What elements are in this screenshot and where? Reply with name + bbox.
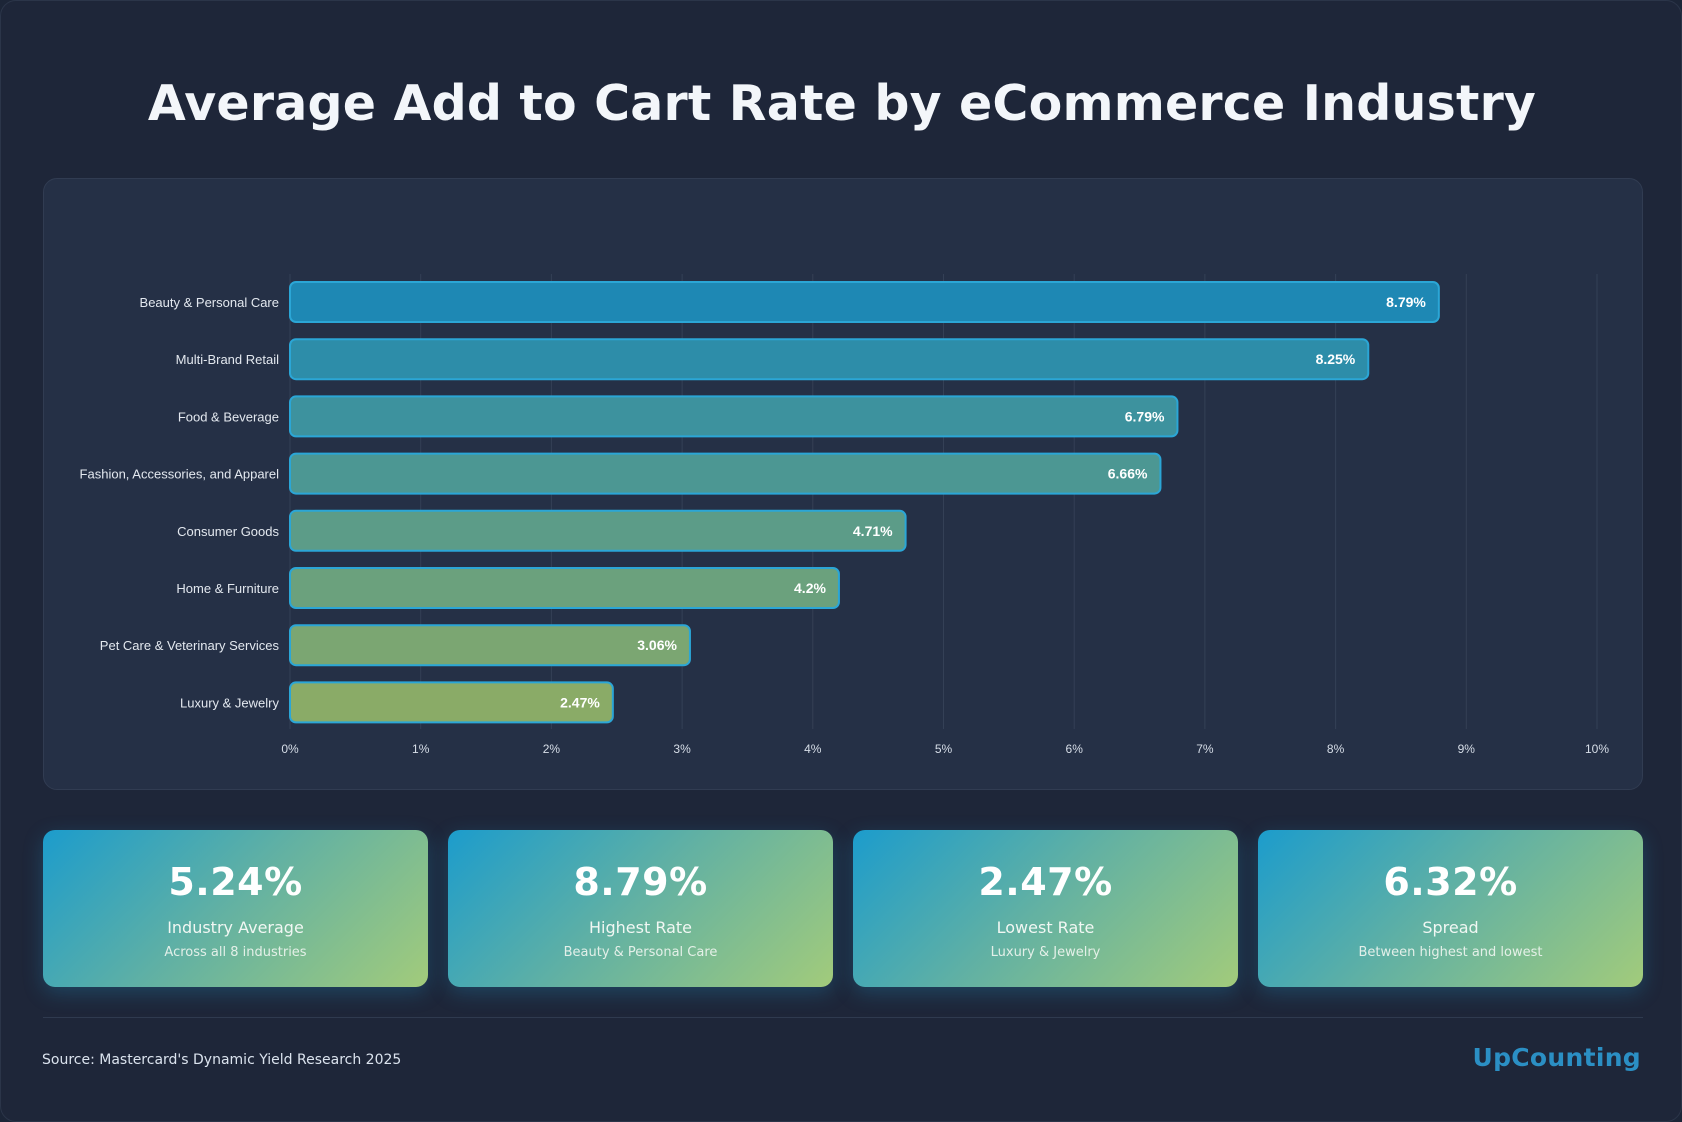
category-label: Food & Beverage [178, 409, 279, 424]
x-tick-label: 1% [412, 742, 430, 756]
stat-subtext: Between highest and lowest [1358, 945, 1543, 960]
x-tick-label: 3% [673, 742, 691, 756]
stat-subtext: Across all 8 industries [164, 945, 307, 960]
bar [289, 338, 1370, 381]
stat-value: 8.79% [573, 860, 708, 904]
stat-value: 5.24% [168, 860, 303, 904]
stat-label: Highest Rate [589, 918, 692, 937]
stat-subtext: Luxury & Jewelry [990, 945, 1101, 960]
chart-card: 8.79% 8.25% 6.79% 6.66% 4.71% 4.2% 3.06% 2.47% … [43, 178, 1643, 790]
bar [289, 567, 840, 609]
bar [289, 395, 1179, 438]
x-tick-label: 5% [935, 742, 953, 756]
x-tick-label: 8% [1327, 742, 1345, 756]
x-tick-label: 7% [1196, 742, 1214, 756]
bar [289, 681, 614, 724]
stat-subtext: Beauty & Personal Care [563, 945, 718, 960]
bar-value-label: 6.79% [1125, 408, 1165, 424]
brand-logo: UpCounting [1472, 1043, 1641, 1072]
category-label: Luxury & Jewelry [180, 695, 279, 710]
x-tick-label: 0% [281, 742, 299, 756]
stat-label: Spread [1422, 918, 1479, 937]
chart-x-tick-labels: 0% 1% 2% 3% 4% 5% 6% 7% 8% 9% 10% [281, 742, 1609, 756]
bar [289, 624, 691, 667]
bar-value-label: 3.06% [637, 637, 677, 653]
x-tick-label: 2% [543, 742, 561, 756]
bar-value-label: 4.71% [853, 523, 893, 539]
category-label: Multi-Brand Retail [176, 352, 279, 367]
bar-chart: 8.79%8.25%6.79%6.66%4.71%4.2%3.06%2.47% … [80, 274, 1609, 756]
chart-category-labels: Beauty & Personal Care Multi-Brand Retail… [80, 295, 280, 710]
stats-row: 5.24% Industry Average Across all 8 indu… [43, 830, 1643, 987]
category-label: Fashion, Accessories, and Apparel [80, 467, 280, 482]
category-label: Home & Furniture [176, 581, 279, 596]
page-title: Average Add to Cart Rate by eCommerce In… [147, 75, 1537, 132]
bar-value-label: 8.79% [1386, 294, 1426, 310]
stat-card-lowest-rate: 2.47% Lowest Rate Luxury & Jewelry [853, 830, 1238, 987]
x-tick-label: 6% [1066, 742, 1084, 756]
bar [289, 281, 1440, 323]
x-tick-label: 4% [804, 742, 822, 756]
x-tick-label: 10% [1585, 742, 1609, 756]
bar [289, 509, 907, 552]
chart-bars: 8.79% 8.25% 6.79% 6.66% 4.71% 4.2% 3.06% 2.47% [289, 281, 1440, 724]
x-tick-label: 9% [1458, 742, 1476, 756]
category-label: Beauty & Personal Care [140, 295, 279, 310]
stat-card-highest-rate: 8.79% Highest Rate Beauty & Personal Car… [448, 830, 833, 987]
footer-divider [43, 1017, 1643, 1018]
category-label: Pet Care & Veterinary Services [100, 638, 280, 653]
bar [289, 452, 1162, 495]
stat-value: 2.47% [978, 860, 1113, 904]
source-note: Source: Mastercard's Dynamic Yield Resea… [42, 1052, 402, 1068]
stat-label: Industry Average [167, 918, 304, 937]
stat-card-industry-average: 5.24% Industry Average Across all 8 indu… [43, 830, 428, 987]
stat-value: 6.32% [1383, 860, 1518, 904]
category-label: Consumer Goods [177, 524, 279, 539]
bar-value-label: 4.2% [794, 580, 826, 596]
stat-card-spread: 6.32% Spread Between highest and lowest [1258, 830, 1643, 987]
bar-value-label: 6.66% [1108, 466, 1148, 482]
bar-value-label: 2.47% [560, 694, 600, 710]
bar-value-label: 8.25% [1316, 351, 1356, 367]
stat-label: Lowest Rate [996, 918, 1095, 937]
